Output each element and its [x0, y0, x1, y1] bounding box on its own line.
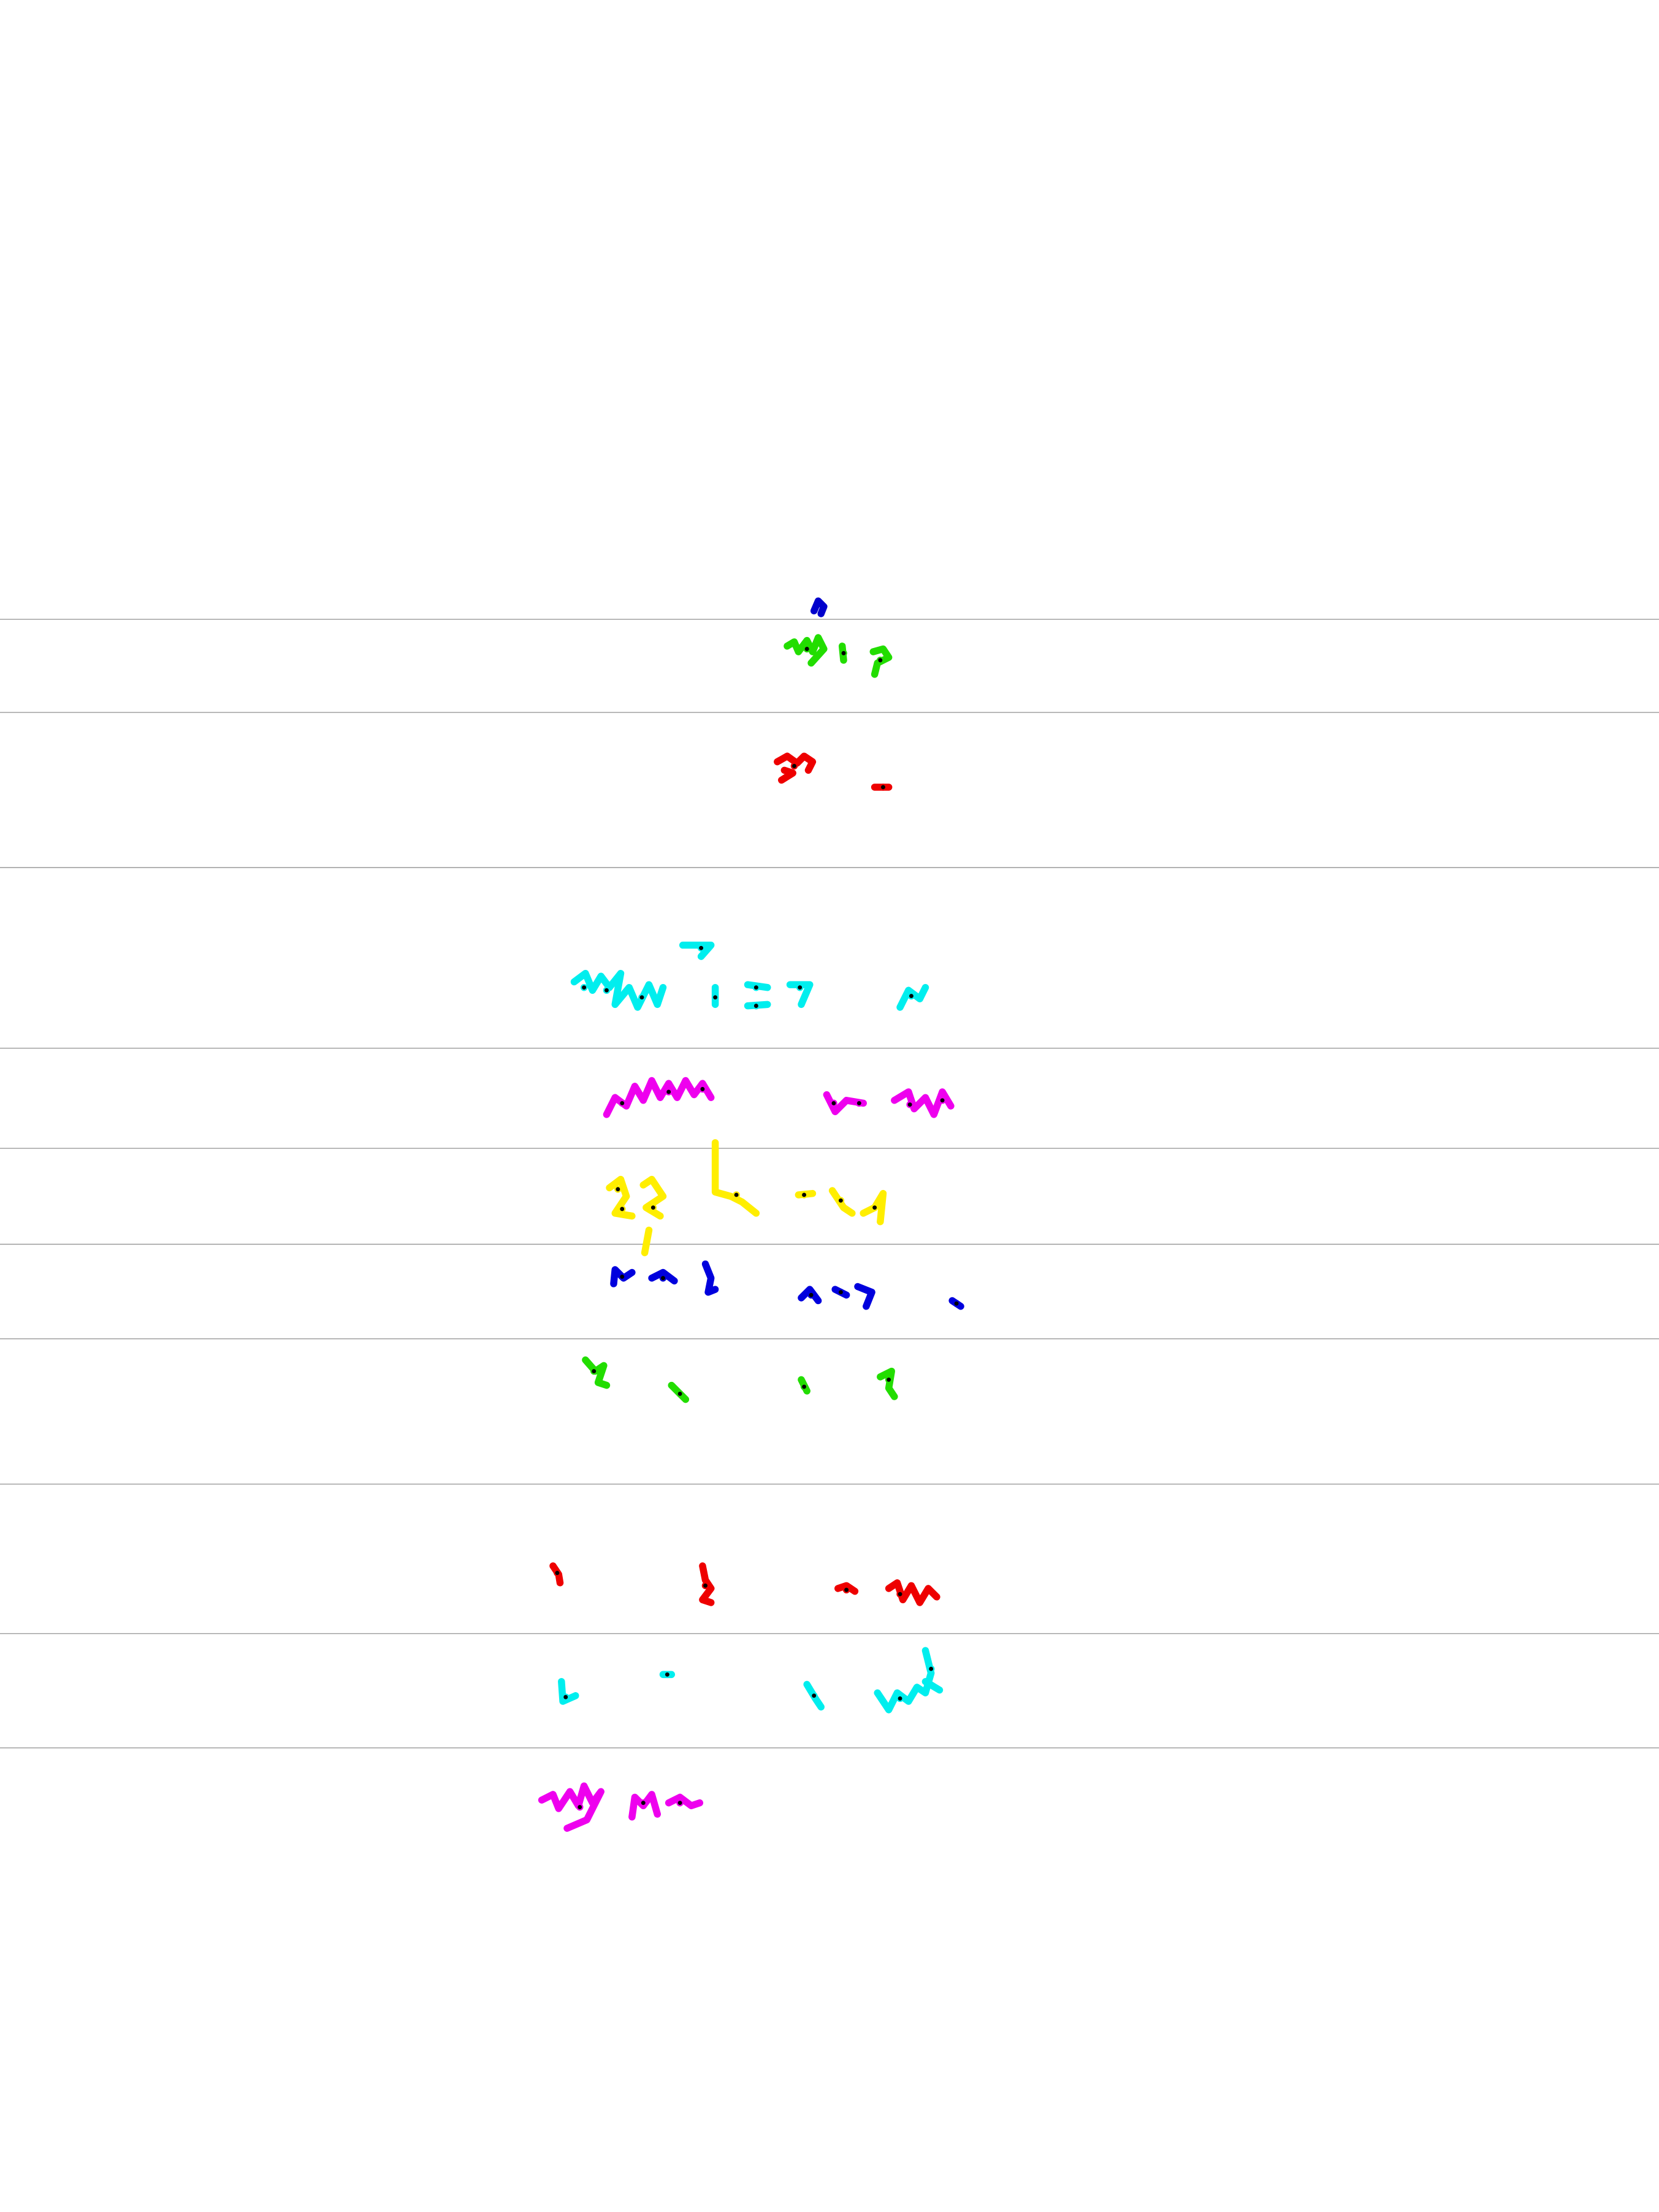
stroke-group: [774, 752, 893, 791]
scribble: [711, 1139, 760, 1217]
centroid: [877, 657, 884, 664]
centroid: [638, 994, 646, 1001]
scribble: [679, 941, 715, 960]
centroid: [837, 1288, 845, 1296]
centroid: [842, 1586, 850, 1594]
centroid: [649, 1203, 657, 1211]
centroid: [807, 1291, 815, 1299]
stroke-group: [558, 1647, 944, 1714]
centroid: [927, 1665, 935, 1672]
scribble: [784, 634, 828, 667]
centroid: [603, 986, 611, 994]
scribble: [603, 1077, 715, 1118]
centroid: [840, 649, 847, 657]
centroid: [665, 1088, 673, 1096]
centroid: [580, 983, 588, 991]
scribble: [610, 1266, 678, 1287]
centroid: [907, 992, 915, 1000]
scribble: [860, 1189, 887, 1226]
scribble: [834, 1582, 859, 1595]
scribble: [570, 969, 667, 1011]
scribble: [774, 752, 817, 784]
centroid: [810, 1692, 818, 1699]
centroid: [830, 1099, 837, 1107]
centroid: [790, 762, 798, 770]
scribble: [582, 1356, 611, 1389]
scribble: [699, 1562, 715, 1606]
centroid: [701, 1582, 709, 1590]
centroid: [855, 1099, 863, 1107]
centroid: [885, 1376, 893, 1384]
centroid: [639, 1799, 647, 1807]
scribble: [874, 1647, 944, 1714]
scribble: [869, 645, 893, 678]
stroke-group: [810, 597, 828, 617]
centroid: [562, 1693, 570, 1701]
centroid: [618, 1099, 626, 1107]
centroid: [752, 983, 760, 991]
stroke-group: [538, 1782, 704, 1832]
centroid: [906, 1100, 913, 1108]
stroke-group: [784, 634, 893, 678]
scribble: [639, 1175, 667, 1220]
scribble: [558, 1678, 579, 1705]
centroid: [554, 1569, 561, 1577]
scribble: [538, 1782, 604, 1832]
stroke-group: [603, 1077, 955, 1118]
centroid: [618, 1205, 626, 1213]
stroke-group: [606, 1139, 887, 1257]
centroid: [953, 1300, 960, 1307]
centroid: [697, 944, 705, 952]
scribble: [891, 1088, 955, 1118]
centroid: [896, 1695, 904, 1703]
scribble: [786, 981, 814, 1009]
centroid: [699, 1085, 706, 1093]
centroid: [618, 1273, 626, 1281]
centroid: [659, 1274, 667, 1282]
centroid: [800, 1191, 808, 1199]
stroke-group: [549, 1562, 940, 1606]
stroke-group: [582, 1356, 898, 1403]
centroid: [939, 1097, 946, 1104]
row-separators: [0, 619, 1659, 1749]
centroid: [800, 1383, 808, 1390]
scribble: [877, 1367, 898, 1400]
centroid: [879, 784, 887, 791]
centroid: [837, 1197, 845, 1204]
scribble: [641, 1226, 653, 1257]
scribble: [828, 1187, 856, 1217]
scribble: [701, 1260, 719, 1296]
stroke-group: [570, 941, 929, 1011]
centroid: [590, 1367, 598, 1375]
scribble: [665, 1793, 704, 1810]
scribble: [885, 1579, 940, 1606]
centroid: [896, 1590, 904, 1598]
stroke-group: [610, 1260, 964, 1310]
centroid: [733, 1191, 740, 1199]
centroid: [676, 1799, 684, 1807]
centroid: [871, 1203, 879, 1211]
centroid: [663, 1671, 671, 1679]
centroid: [752, 1002, 760, 1010]
scribble: [810, 597, 828, 617]
scribble: [606, 1175, 636, 1220]
centroid: [711, 994, 719, 1001]
centroid: [576, 1803, 584, 1811]
centroid: [614, 1186, 622, 1193]
centroid: [796, 983, 804, 991]
centroid: [676, 1390, 684, 1398]
centroid: [803, 645, 810, 653]
